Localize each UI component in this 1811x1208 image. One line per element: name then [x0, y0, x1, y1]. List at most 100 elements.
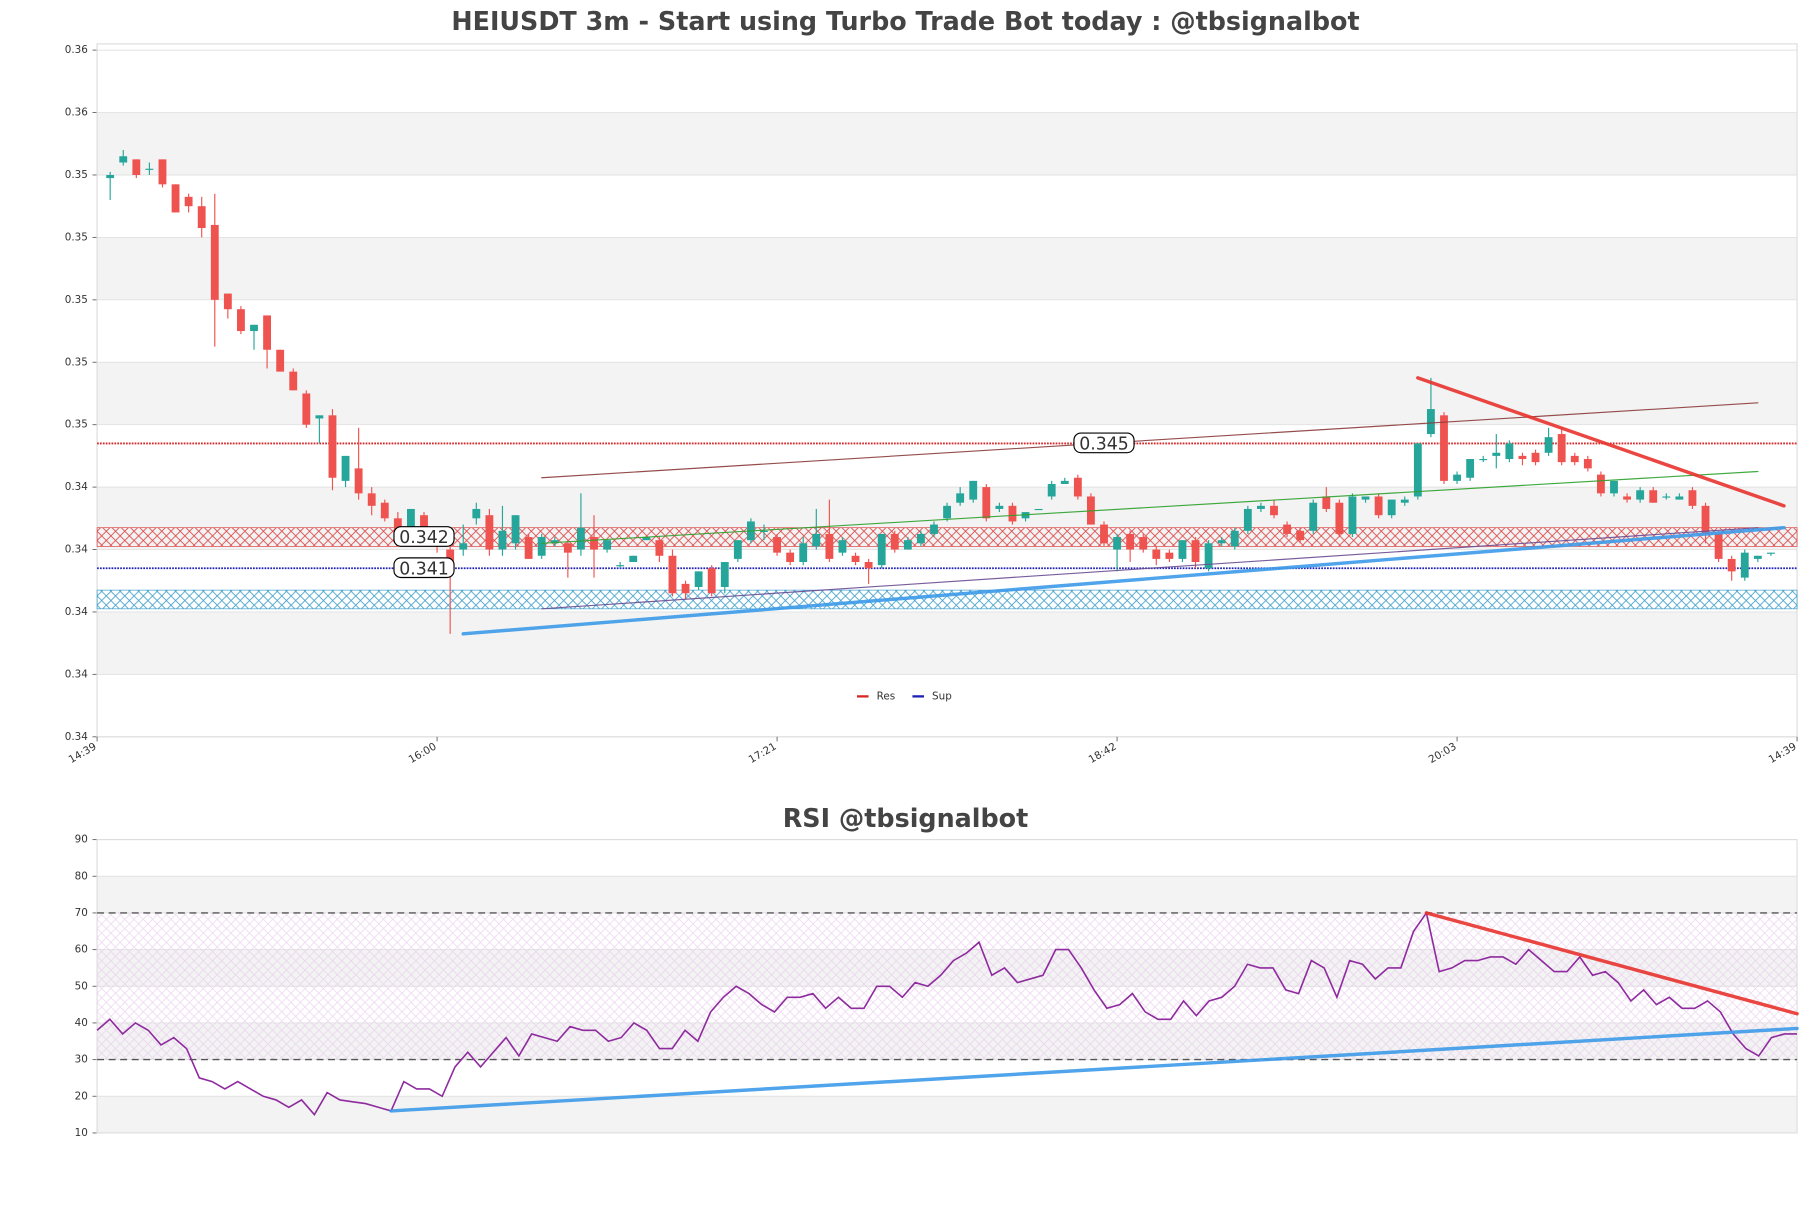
- trend-line: [541, 527, 1759, 610]
- candle-body: [1440, 415, 1448, 481]
- candle-body: [1060, 480, 1069, 484]
- y-tick-label: 0.34: [65, 668, 88, 680]
- candle-body: [354, 468, 363, 494]
- candle-body: [367, 493, 376, 506]
- candle-body: [498, 530, 507, 550]
- trend-line: [541, 470, 1759, 544]
- candle-body: [1583, 459, 1592, 469]
- y-tick-label: 0.35: [65, 169, 88, 181]
- candle-body: [760, 530, 768, 532]
- y-tick-label: 0.36: [65, 44, 88, 56]
- level-label-text: 0.342: [399, 528, 449, 548]
- y-tick-label: 0.34: [65, 544, 88, 556]
- label-box: [1073, 432, 1135, 454]
- candle-body: [799, 543, 808, 563]
- candle-body: [263, 315, 272, 350]
- y-tick-label: 0.34: [65, 731, 88, 743]
- candle-body: [537, 537, 546, 556]
- candle-body: [341, 455, 350, 481]
- candle-body: [1243, 508, 1252, 531]
- band: [97, 1096, 1798, 1133]
- y-tick-label: 0.34: [65, 481, 88, 493]
- candle-body: [590, 537, 598, 550]
- candle-body: [1610, 480, 1618, 494]
- candle-body: [485, 515, 494, 550]
- candle-body: [1479, 459, 1488, 461]
- level-label: 0.342: [393, 526, 455, 548]
- candle-body: [1675, 496, 1684, 500]
- candle-body: [668, 555, 677, 594]
- candle-body: [1008, 505, 1017, 522]
- candle-body: [943, 505, 951, 519]
- band: [97, 237, 1798, 300]
- candle-body: [694, 571, 703, 587]
- candle-body: [1596, 474, 1605, 494]
- candle-body: [1309, 502, 1318, 531]
- candle-body: [1740, 552, 1749, 578]
- y-tick-label: 0.35: [65, 294, 88, 306]
- candle-body: [1623, 496, 1631, 500]
- y-tick-label: 40: [75, 1017, 88, 1029]
- candle-body: [132, 159, 141, 175]
- y-tick-label: 90: [75, 834, 88, 846]
- candle-body: [511, 515, 520, 544]
- candle-body: [1296, 530, 1305, 541]
- candle-body: [1636, 490, 1645, 500]
- candle-body: [420, 515, 428, 534]
- candle-body: [223, 293, 232, 310]
- band: [97, 611, 1798, 675]
- candle-body: [1688, 490, 1697, 506]
- candle-body: [982, 487, 991, 519]
- candle-body: [1230, 530, 1239, 547]
- candle-body: [1766, 552, 1775, 554]
- candle-body: [877, 533, 886, 566]
- candle-body: [1178, 540, 1187, 559]
- y-tick-label: 0.36: [65, 107, 88, 119]
- trend-line: [541, 402, 1759, 479]
- candle-body: [184, 196, 193, 207]
- candle-body: [197, 206, 206, 229]
- candle-body: [1191, 540, 1200, 563]
- y-tick-label: 30: [75, 1054, 88, 1066]
- candle-body: [1073, 477, 1082, 497]
- candle-body: [1649, 490, 1658, 503]
- candle-body: [1113, 537, 1121, 550]
- candle-body: [642, 537, 651, 541]
- candle-body: [707, 568, 716, 594]
- candle-body: [616, 565, 625, 567]
- candle-body: [786, 552, 795, 563]
- candle-body: [459, 543, 468, 550]
- candle-body: [1126, 533, 1135, 550]
- candle-body: [1361, 496, 1370, 500]
- candle-body: [106, 174, 115, 179]
- candle-body: [524, 537, 533, 559]
- candle-body: [1557, 434, 1566, 463]
- legend-label: Res: [877, 690, 896, 702]
- candle-body: [629, 555, 638, 563]
- candle-body: [720, 562, 729, 587]
- candle-body: [289, 371, 298, 391]
- level-label: 0.345: [1073, 432, 1135, 455]
- band: [97, 112, 1798, 175]
- candle-body: [1714, 533, 1723, 559]
- level-label-text: 0.345: [1079, 435, 1129, 455]
- candle-body: [1335, 502, 1344, 534]
- candle-body: [930, 524, 938, 534]
- candle-body: [1034, 508, 1043, 511]
- candle-body: [1505, 443, 1514, 460]
- candle-body: [171, 184, 180, 213]
- candle-body: [1348, 496, 1357, 534]
- level-label-text: 0.341: [399, 559, 449, 579]
- rsi-zone: [97, 912, 1798, 1060]
- candle-body: [145, 168, 154, 170]
- candle-body: [1413, 443, 1422, 497]
- legend-label: Sup: [932, 690, 952, 702]
- candle-body: [1217, 540, 1226, 544]
- candle-body: [956, 493, 965, 503]
- zone: [96, 527, 1798, 547]
- candle-body: [302, 393, 311, 425]
- candle-body: [864, 562, 873, 569]
- candle-body: [733, 540, 742, 559]
- band: [97, 876, 1798, 913]
